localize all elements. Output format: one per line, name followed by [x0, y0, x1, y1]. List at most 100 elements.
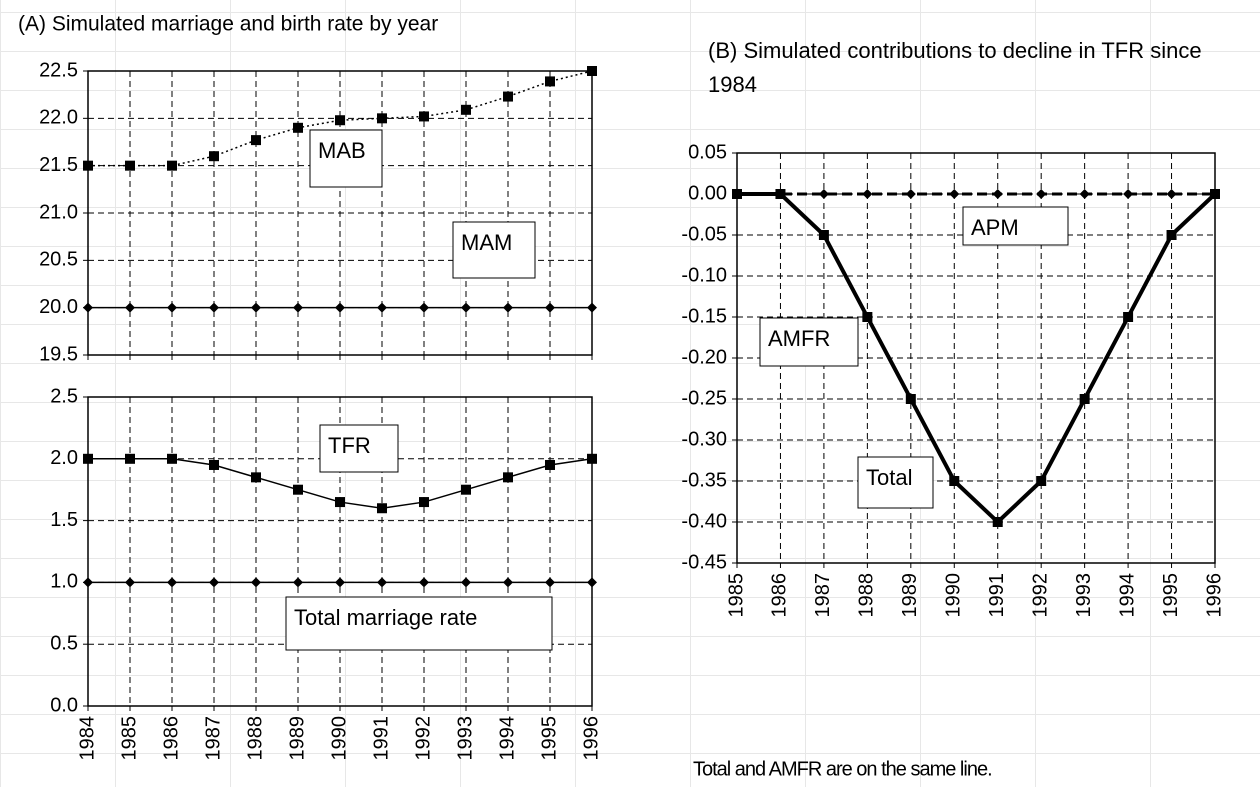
- plot-frame: [87, 396, 593, 707]
- marker: [83, 302, 93, 313]
- x-tick-label: 1989: [899, 573, 921, 618]
- x-tick-label: 1987: [202, 716, 224, 761]
- marker: [587, 66, 597, 76]
- marker: [293, 484, 303, 495]
- marker: [992, 189, 1003, 199]
- label-box: [962, 206, 1069, 246]
- y-tick-label: 2.5: [50, 385, 78, 407]
- label-box: [309, 129, 383, 188]
- label-box: [452, 221, 536, 279]
- y-tick-label: -0.40: [681, 510, 727, 532]
- series-label: AMFR: [768, 326, 830, 351]
- y-tick-label: 22.0: [39, 107, 78, 129]
- marker: [545, 459, 555, 470]
- marker: [83, 577, 93, 588]
- marker: [587, 577, 597, 588]
- marker: [1123, 189, 1134, 199]
- marker: [293, 302, 303, 313]
- marker: [503, 472, 513, 483]
- marker: [335, 115, 345, 126]
- y-tick-label: 20.0: [39, 296, 78, 318]
- marker: [125, 160, 135, 171]
- series-line: [737, 193, 1216, 524]
- y-tick-label: 22.5: [39, 59, 78, 81]
- marker: [377, 503, 387, 514]
- x-tick-label: 1992: [1029, 573, 1051, 618]
- marker: [83, 160, 93, 171]
- marker: [377, 577, 387, 588]
- x-tick-label: 1993: [1073, 573, 1095, 618]
- marker: [503, 91, 513, 102]
- x-tick-label: 1995: [1160, 573, 1182, 618]
- marker: [293, 577, 303, 588]
- marker: [1079, 189, 1090, 199]
- y-tick-label: 19.5: [39, 343, 78, 365]
- marker: [251, 472, 261, 483]
- y-tick-label: -0.05: [681, 223, 727, 245]
- x-tick-label: 1990: [943, 573, 965, 618]
- y-tick-label: 21.0: [39, 201, 78, 223]
- y-tick-label: 0.00: [688, 182, 727, 204]
- series-label: Total: [866, 465, 912, 490]
- marker: [587, 302, 597, 313]
- x-tick-label: 1986: [160, 716, 182, 761]
- marker: [545, 302, 555, 313]
- plot-frame: [87, 70, 593, 356]
- x-tick-label: 1991: [986, 573, 1008, 618]
- marker: [461, 302, 471, 313]
- marker: [377, 113, 387, 124]
- marker: [1036, 189, 1047, 199]
- y-tick-label: 1.0: [50, 571, 78, 593]
- x-tick-label: 1984: [76, 716, 98, 761]
- marker: [251, 577, 261, 588]
- marker: [818, 189, 829, 199]
- marker: [775, 189, 786, 199]
- marker: [209, 151, 219, 162]
- y-tick-label: 1.5: [50, 509, 78, 531]
- marker: [335, 302, 345, 313]
- marker: [905, 189, 916, 199]
- marker: [419, 302, 429, 313]
- chart-title: (B) Simulated contributions to decline i…: [708, 38, 1202, 97]
- x-tick-label: 1994: [1116, 573, 1138, 618]
- series-label: MAB: [318, 138, 366, 163]
- marker: [461, 104, 471, 115]
- y-tick-label: -0.35: [681, 469, 727, 491]
- marker: [125, 453, 135, 464]
- label-box: [319, 424, 399, 473]
- marker: [293, 122, 303, 133]
- series-label: Total marriage rate: [294, 605, 477, 630]
- label-box: [759, 317, 859, 367]
- y-tick-label: 20.5: [39, 249, 78, 271]
- marker: [461, 484, 471, 495]
- chart-title: (A) Simulated marriage and birth rate by…: [18, 13, 438, 36]
- y-tick-label: -0.45: [681, 551, 727, 573]
- x-tick-label: 1990: [328, 716, 350, 761]
- marker: [167, 160, 177, 171]
- x-tick-label: 1987: [812, 573, 834, 618]
- marker: [377, 302, 387, 313]
- y-tick-label: -0.10: [681, 264, 727, 286]
- marker: [167, 577, 177, 588]
- series-label: MAM: [461, 230, 512, 255]
- marker: [125, 577, 135, 588]
- marker: [251, 135, 261, 146]
- x-tick-label: 1985: [725, 573, 747, 618]
- label-box: [285, 596, 553, 651]
- marker: [167, 453, 177, 464]
- series-label: APM: [971, 215, 1019, 240]
- marker: [949, 189, 960, 199]
- y-tick-label: 2.0: [50, 447, 78, 469]
- marker: [1123, 312, 1134, 322]
- y-tick-label: -0.25: [681, 387, 727, 409]
- marker: [167, 302, 177, 313]
- x-tick-label: 1988: [244, 716, 266, 761]
- series-label: TFR: [328, 433, 371, 458]
- plot-frame: [736, 152, 1216, 564]
- marker: [503, 302, 513, 313]
- marker: [862, 189, 873, 199]
- marker: [335, 577, 345, 588]
